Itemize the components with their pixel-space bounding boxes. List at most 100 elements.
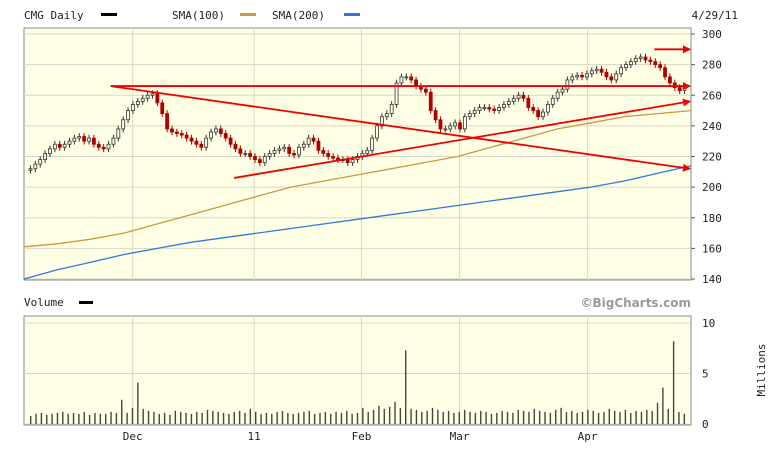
x-tick-label: 11 [247, 430, 260, 443]
x-axis: Dec 11 Feb Mar Apr [123, 430, 598, 443]
candle-body [438, 119, 443, 130]
candle-body [277, 148, 282, 151]
candle-body [516, 94, 521, 99]
candle-body [52, 143, 57, 150]
candle-body [218, 128, 223, 134]
candle-body [380, 116, 384, 127]
candle-body [482, 107, 487, 109]
candle-body [326, 153, 331, 157]
candle-body [228, 137, 233, 145]
candle-body [33, 163, 38, 170]
candle-body [243, 153, 248, 155]
watermark: ©BigCharts.com [580, 296, 691, 310]
candle-body [209, 131, 213, 139]
price-tick-label: 260 [702, 89, 722, 102]
volume-tick-label: 5 [702, 368, 709, 381]
price-tick-label: 160 [702, 242, 722, 255]
volume-y-axis: 10 5 0 [702, 317, 715, 431]
candle-body [575, 74, 580, 78]
x-tick-label: Feb [352, 430, 372, 443]
candle-body [624, 64, 628, 69]
candle-body [116, 128, 121, 139]
candle-body [301, 143, 306, 148]
price-y-axis: 300 280 260 240 220 200 180 160 140 [691, 28, 722, 286]
candle-body [502, 104, 506, 108]
candle-body [131, 104, 135, 111]
x-tick-label: Mar [450, 430, 470, 443]
candle-body [48, 148, 52, 154]
candle-body [555, 91, 560, 99]
candle-body [257, 159, 262, 164]
candle-body [668, 76, 672, 84]
candle-body [170, 128, 174, 133]
candle-body [145, 94, 150, 99]
candle-body [458, 122, 462, 130]
trend-arrow [110, 85, 691, 172]
trend-arrows [110, 45, 691, 179]
price-tick-label: 180 [702, 212, 722, 225]
candle-body [628, 61, 633, 66]
candle-body [467, 113, 472, 118]
candle-body [477, 107, 482, 111]
candle-body [565, 79, 570, 90]
candle-body [126, 110, 130, 121]
candle-body [87, 137, 91, 142]
candle-body [521, 94, 526, 99]
trend-arrow [233, 98, 691, 179]
candle-body [594, 68, 599, 72]
candle-body [443, 128, 448, 131]
candle-body [189, 137, 194, 142]
candle-body [609, 76, 614, 81]
candle-body [194, 140, 199, 145]
volume-tick-label: 10 [702, 317, 715, 330]
candle-body [345, 159, 350, 164]
sma-line-sma200 [23, 165, 692, 280]
candle-body [570, 76, 575, 81]
candle-body [589, 70, 594, 75]
candle-body [541, 111, 545, 118]
candle-body [370, 137, 375, 151]
candle-body [140, 97, 145, 102]
candle-body [150, 93, 155, 96]
candle-body [267, 153, 272, 157]
candle-body [174, 131, 179, 134]
candle-body [72, 137, 77, 142]
price-candles [28, 53, 687, 174]
candle-body [487, 107, 492, 110]
candle-body [43, 153, 47, 160]
candle-body [389, 104, 394, 115]
volume-label: Volume [24, 296, 64, 309]
candle-body [287, 146, 292, 154]
candle-body [404, 76, 409, 79]
candle-body [199, 143, 204, 148]
candle-body [38, 159, 43, 165]
candle-body [643, 56, 648, 61]
price-legend-swatch [101, 13, 117, 16]
candle-body [511, 97, 516, 102]
candle-body [599, 68, 604, 73]
volume-legend-swatch [79, 301, 93, 304]
candle-body [165, 113, 170, 130]
candle-body [677, 87, 682, 92]
candle-body [253, 156, 257, 160]
volume-panel [23, 315, 692, 426]
candle-body [658, 64, 663, 69]
candle-body [155, 93, 160, 104]
date-label: 4/29/11 [692, 9, 738, 22]
sma-lines [23, 109, 692, 280]
price-grid [24, 28, 691, 280]
candle-body [238, 148, 243, 154]
volume-unit-label: Millions [755, 344, 768, 397]
candle-body [423, 88, 428, 93]
sma200-label: SMA(200) [272, 9, 325, 22]
candle-body [121, 119, 126, 130]
candle-body [399, 76, 404, 84]
candle-body [62, 143, 67, 148]
candle-body [28, 168, 33, 171]
candle-body [214, 128, 218, 133]
candle-body [462, 116, 467, 130]
x-tick-label: Apr [578, 430, 598, 443]
candle-body [82, 136, 87, 142]
candle-body [135, 100, 140, 105]
